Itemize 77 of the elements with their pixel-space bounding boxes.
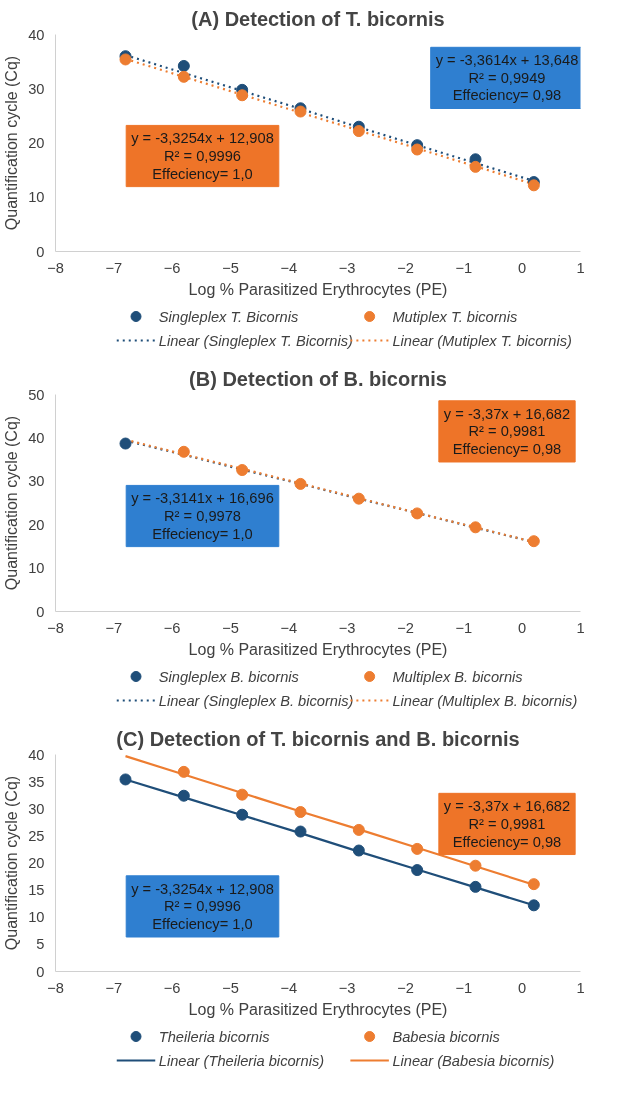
- x-tick-label: −4: [280, 619, 298, 636]
- x-tick-label: −2: [397, 259, 414, 276]
- x-tick-label: 0: [518, 259, 527, 276]
- x-tick-label: −7: [105, 979, 123, 996]
- y-tick-label: 30: [28, 80, 45, 97]
- legend-label: Multiplex B. bicornis: [392, 668, 524, 685]
- legend-label: Linear (Singleplex T. Bicornis): [158, 332, 353, 349]
- x-tick-label: −2: [397, 619, 414, 636]
- x-tick-label: −8: [47, 259, 64, 276]
- y-tick-label: 0: [36, 963, 45, 980]
- x-axis-title: Log % Parasitized Erythrocytes (PE): [188, 280, 448, 298]
- y-tick-label: 20: [28, 855, 45, 871]
- x-tick-label: 1: [576, 979, 585, 996]
- y-tick-label: 10: [28, 189, 45, 206]
- y-tick-label: 50: [28, 386, 45, 403]
- x-tick-label: 1: [576, 619, 585, 636]
- x-tick-label: −8: [47, 619, 64, 636]
- chart-title: (C) Detection of T. bicornis and B. bicornis: [116, 727, 520, 750]
- y-tick-label: 0: [36, 243, 45, 260]
- y-tick-label: 5: [36, 936, 45, 953]
- y-axis-title: Quantification cycle (Cq): [3, 415, 21, 591]
- annotation: y = -3,3614x + 13,648 R² = 0,9949 Effeciency= 0,98: [435, 52, 579, 104]
- annotation: y = -3,3254x + 12,908 R² = 0,9996 Effeciency= 1,0: [131, 130, 274, 182]
- legend-label: Singleplex T. Bicornis: [158, 308, 299, 325]
- y-tick-label: 40: [28, 429, 45, 446]
- x-tick-label: −6: [163, 259, 181, 276]
- legend-label: Linear (Theileria bicornis): [158, 1052, 325, 1069]
- annotation: y = -3,3141x + 16,696 R² = 0,9978 Effeciency= 1,0: [131, 490, 274, 542]
- y-tick-label: 30: [28, 800, 45, 817]
- x-tick-label: −8: [47, 979, 64, 996]
- x-tick-label: −3: [338, 259, 356, 276]
- y-tick-label: 35: [28, 773, 45, 790]
- annotation: y = -3,37x + 16,682 R² = 0,9981 Effeciency= 0,98: [443, 405, 571, 457]
- y-tick-label: 40: [28, 746, 45, 763]
- x-tick-label: −5: [222, 979, 239, 996]
- chart-title: (A) Detection of T. bicornis: [191, 7, 445, 30]
- legend-label: Theileria bicornis: [158, 1028, 271, 1045]
- legend-label: Mutiplex T. bicornis: [392, 308, 518, 325]
- x-tick-label: −3: [338, 979, 356, 996]
- x-axis-title: Log % Parasitized Erythrocytes (PE): [188, 640, 448, 658]
- x-tick-label: −1: [455, 619, 473, 636]
- y-tick-label: 20: [28, 516, 45, 533]
- y-tick-label: 10: [28, 909, 45, 926]
- y-axis-title: Quantification cycle (Cq): [3, 775, 21, 951]
- x-tick-label: −5: [222, 259, 239, 276]
- y-tick-label: 20: [28, 135, 45, 151]
- y-tick-label: 10: [28, 560, 45, 577]
- x-tick-label: −4: [280, 979, 298, 996]
- x-tick-label: −1: [455, 259, 473, 276]
- x-axis-title: Log % Parasitized Erythrocytes (PE): [188, 1000, 448, 1018]
- x-tick-label: −6: [163, 619, 181, 636]
- x-tick-label: −2: [397, 979, 414, 996]
- legend-label: Linear (Babesia bicornis): [392, 1052, 555, 1069]
- annotation: y = -3,3254x + 12,908 R² = 0,9996 Effeciency= 1,0: [131, 880, 274, 932]
- y-tick-label: 30: [28, 473, 45, 490]
- chart-title: (B) Detection of B. bicornis: [189, 367, 447, 390]
- x-tick-label: 0: [518, 619, 527, 636]
- legend-label: Singleplex B. bicornis: [158, 668, 300, 685]
- x-tick-label: −3: [338, 619, 356, 636]
- x-tick-label: −6: [163, 979, 181, 996]
- x-tick-label: −7: [105, 259, 123, 276]
- legend-label: Linear (Multiplex B. bicornis): [392, 692, 578, 709]
- legend-label: Babesia bicornis: [392, 1028, 501, 1045]
- y-tick-label: 0: [36, 603, 45, 620]
- legend-label: Linear (Mutiplex T. bicornis): [392, 332, 572, 349]
- x-tick-label: −1: [455, 979, 473, 996]
- y-axis-title: Quantification cycle (Cq): [3, 55, 21, 231]
- x-tick-label: 1: [576, 259, 585, 276]
- annotation: y = -3,37x + 16,682 R² = 0,9981 Effeciency= 0,98: [443, 798, 571, 850]
- y-tick-label: 40: [28, 26, 45, 43]
- x-tick-label: −5: [222, 619, 239, 636]
- y-tick-label: 15: [28, 882, 45, 899]
- y-tick-label: 25: [28, 827, 45, 844]
- legend-label: Linear (Singleplex B. bicornis): [158, 692, 354, 709]
- x-tick-label: −7: [105, 619, 123, 636]
- x-tick-label: 0: [518, 979, 527, 996]
- x-tick-label: −4: [280, 259, 298, 276]
